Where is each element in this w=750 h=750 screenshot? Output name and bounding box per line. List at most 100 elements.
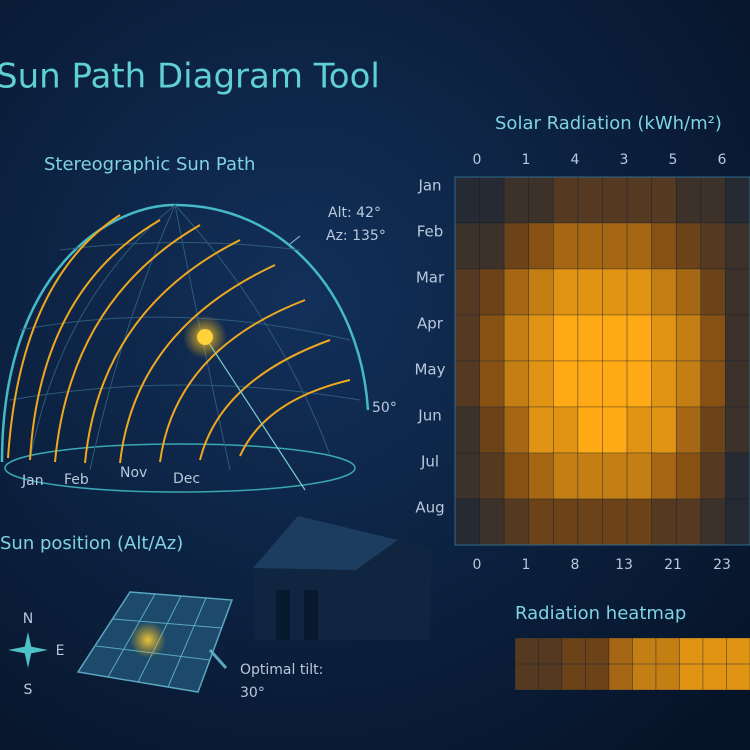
heat-cell [503, 360, 530, 408]
heat-cell [626, 452, 652, 500]
solar-panel [76, 591, 234, 693]
heat-cell [553, 498, 579, 546]
heat-cell [454, 176, 480, 224]
month-label: Nov [120, 465, 147, 481]
heat-cell [528, 498, 554, 546]
tilt-value: 30° [240, 685, 265, 701]
heat-cell [503, 176, 530, 224]
heat-cell [577, 222, 603, 270]
position-title: Sun position (Alt/Az) [0, 533, 183, 554]
heat-cell [725, 452, 750, 500]
heat-cell [651, 268, 677, 316]
heat-cell [700, 452, 726, 500]
heat-cell [503, 406, 530, 454]
heat-cell [626, 268, 652, 316]
heat-cell [700, 360, 726, 408]
heat-cell [602, 406, 628, 454]
bottom-label: 1 [522, 557, 531, 573]
heat-cell [528, 268, 554, 316]
heat-cell [651, 498, 677, 546]
heat-cell [626, 314, 652, 362]
heat-cell [626, 498, 652, 546]
tilt-label: Optimal tilt: [240, 662, 323, 678]
heat-cell [577, 406, 603, 454]
top-label: 4 [571, 152, 580, 168]
month-label: Dec [173, 471, 200, 487]
month-label: Feb [64, 472, 89, 488]
heat-cell [479, 498, 505, 546]
heat-cell [553, 360, 579, 408]
heat-cell [602, 360, 628, 408]
heat-cell [454, 314, 480, 362]
heat-cell [651, 360, 677, 408]
row-label: May [414, 361, 445, 379]
compass-n: N [23, 611, 33, 627]
heat-cell [725, 176, 750, 224]
strip-cell [726, 637, 750, 691]
heat-cell [479, 222, 505, 270]
top-label: 5 [669, 152, 678, 168]
heat-cell [700, 222, 726, 270]
bottom-label: 0 [473, 557, 482, 573]
heat-cell [479, 406, 505, 454]
top-label: 6 [718, 152, 727, 168]
title: Sun Path Diagram Tool [0, 57, 380, 97]
heat-cell [503, 452, 530, 500]
row-label: Mar [416, 269, 445, 287]
heat-cell [675, 268, 702, 316]
alt-label: Alt: 42° [328, 205, 381, 221]
heat-cell [577, 314, 603, 362]
heat-cell [528, 406, 554, 454]
row-label: Jan [417, 177, 441, 195]
heat-cell [528, 360, 554, 408]
heat-cell [553, 406, 579, 454]
strip-title: Radiation heatmap [515, 603, 686, 624]
heat-cell [675, 176, 702, 224]
heat-cell [553, 176, 579, 224]
heat-cell [675, 498, 702, 546]
heat-cell [675, 360, 702, 408]
heat-cell [577, 452, 603, 500]
heat-cell [675, 222, 702, 270]
compass-s: S [24, 682, 33, 698]
sun [197, 329, 213, 345]
heat-cell [675, 452, 702, 500]
heat-cell [602, 268, 628, 316]
row-label: Jul [420, 453, 439, 471]
heat-cell [725, 222, 750, 270]
compass [8, 632, 48, 668]
heat-cell [725, 406, 750, 454]
heat-cell [528, 222, 554, 270]
heat-cell [553, 268, 579, 316]
heat-cell [577, 268, 603, 316]
heat-cell [675, 406, 702, 454]
heat-cell [602, 498, 628, 546]
heat-cell [700, 268, 726, 316]
heat-cell [577, 176, 603, 224]
heatmap-title: Solar Radiation (kWh/m²) [495, 113, 722, 134]
heat-cell [479, 452, 505, 500]
bottom-label: 23 [713, 557, 731, 573]
heat-cell [602, 222, 628, 270]
heat-cell [651, 406, 677, 454]
heat-cell [553, 314, 579, 362]
edge-label: 50° [372, 400, 397, 416]
heat-cell [479, 314, 505, 362]
heatmap-frame [454, 176, 750, 546]
top-label: 1 [522, 152, 531, 168]
row-label: Aug [415, 499, 444, 517]
heat-cell [602, 452, 628, 500]
heat-cell [454, 360, 480, 408]
heat-cell [602, 176, 628, 224]
heat-cell [725, 268, 750, 316]
dome [0, 203, 370, 493]
bottom-label: 13 [615, 557, 633, 573]
bottom-label: 8 [571, 557, 580, 573]
heat-cell [700, 176, 726, 224]
row-label: Apr [417, 315, 444, 333]
house [253, 516, 432, 640]
compass-e: E [56, 643, 65, 659]
heat-cell [528, 452, 554, 500]
